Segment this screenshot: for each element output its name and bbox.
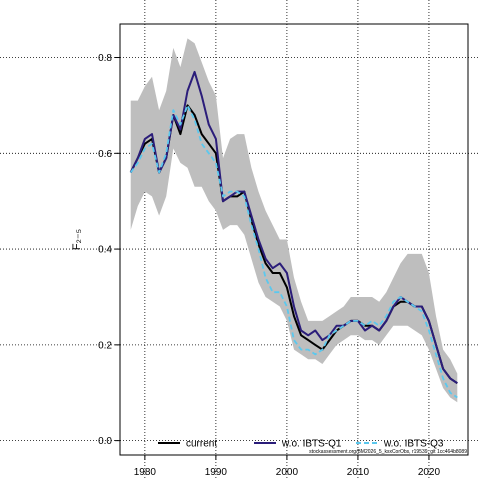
legend: current w.o. IBTS-Q1 w.o. IBTS-Q3 (158, 439, 444, 450)
y-tick-label: 0.6 (98, 149, 112, 160)
series-line-1 (129, 104, 458, 385)
series-line-3 (129, 104, 458, 399)
y-tick-label: 0.2 (98, 340, 112, 351)
y-tick-label: 0.0 (98, 436, 112, 447)
x-tick-label: 1990 (205, 467, 228, 478)
footnote: stockassessment.org/BM2026_5_ksxCorObs, … (309, 449, 467, 455)
confidence-band (130, 38, 458, 403)
y-axis-label: F₂₋₅ (71, 229, 83, 250)
x-tick-label: 2010 (347, 467, 370, 478)
x-tick-label: 2020 (418, 467, 441, 478)
x-tick-label: 1980 (134, 467, 157, 478)
confidence-band-layer (130, 38, 458, 403)
series-lines (129, 70, 458, 399)
plot-frame (119, 23, 469, 456)
y-axis-ticks: 0.0 0.2 0.4 0.6 0.8 (98, 53, 120, 447)
legend-label-2: w.o. IBTS-Q1 (281, 439, 342, 450)
y-tick-label: 0.4 (98, 245, 112, 256)
legend-label-3: w.o. IBTS-Q3 (383, 439, 444, 450)
series-line-2 (129, 70, 458, 385)
legend-label-1: current (186, 439, 217, 450)
y-tick-label: 0.8 (98, 53, 112, 64)
x-axis-ticks: 1980 1990 2000 2010 2020 (134, 455, 441, 478)
x-tick-label: 2000 (276, 467, 299, 478)
